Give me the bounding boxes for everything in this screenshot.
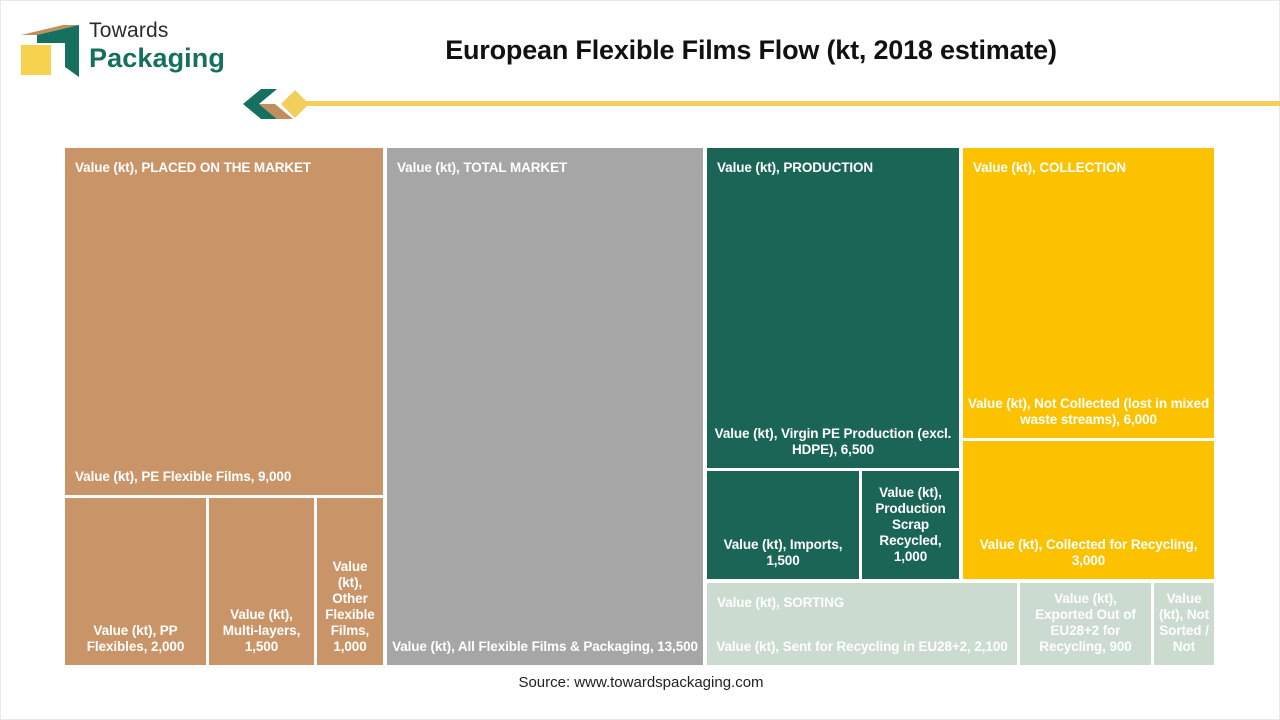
treemap-chart: Value (kt), PLACED ON THE MARKET Value (… (65, 148, 1214, 665)
treemap-group-gap (959, 148, 963, 579)
logo-line-towards: Towards (89, 19, 169, 42)
treemap-separator (707, 468, 959, 471)
treemap-cell-total-market[interactable]: Value (kt), TOTAL MARKET Value (kt), All… (387, 148, 703, 665)
treemap-cell-not-collected[interactable]: Value (kt), Not Collected (lost in mixed… (963, 388, 1214, 438)
treemap-separator (1151, 583, 1154, 665)
treemap-label-sent-for-recycling: Value (kt), Sent for Recycling in EU28+2… (716, 639, 1008, 654)
decorative-divider (241, 87, 1280, 121)
treemap-label-not-collected: Value (kt), Not Collected (lost in mixed… (967, 396, 1210, 427)
divider-rule (293, 101, 1280, 106)
treemap-cell-pp-flexibles[interactable]: Value (kt), PP Flexibles, 2,000 (65, 498, 206, 665)
brand-logo: Towards Packaging (19, 19, 231, 83)
treemap-group-gap (707, 579, 1214, 583)
treemap-separator (859, 471, 862, 579)
logo-wordmark: Towards Packaging (89, 19, 239, 79)
treemap-separator (963, 438, 1214, 441)
treemap-label-virgin-pe-production: Value (kt), Virgin PE Production (excl. … (714, 426, 952, 457)
treemap-separator (1017, 583, 1020, 665)
treemap-cell-production-scrap-recycled[interactable]: Value (kt), Production Scrap Recycled, 1… (862, 471, 959, 579)
treemap-label-pp-flexibles: Value (kt), PP Flexibles, 2,000 (86, 623, 185, 654)
treemap-label-total-market: Value (kt), TOTAL MARKET (397, 160, 568, 175)
treemap-cell-other-flexible-films[interactable]: Value (kt), Other Flexible Films, 1,000 (317, 498, 383, 665)
treemap-separator (314, 498, 317, 665)
treemap-label-placed-on-the-market: Value (kt), PLACED ON THE MARKET (75, 160, 312, 175)
treemap-label-production: Value (kt), PRODUCTION (717, 160, 874, 175)
treemap-label-imports: Value (kt), Imports, 1,500 (723, 537, 843, 568)
treemap-cell-multi-layers[interactable]: Value (kt), Multi-layers, 1,500 (209, 498, 314, 665)
treemap-group-gap (383, 148, 387, 665)
treemap-separator (206, 498, 209, 665)
logo-cube-icon (19, 23, 81, 79)
treemap-group-gap (703, 148, 707, 665)
page-title: European Flexible Films Flow (kt, 2018 e… (445, 35, 1057, 65)
treemap-cell-pe-flexible-films[interactable]: Value (kt), PE Flexible Films, 9,000 (65, 463, 383, 495)
treemap-cell-placed-on-the-market[interactable]: Value (kt), PLACED ON THE MARKET (65, 148, 383, 492)
treemap-cell-sorting[interactable]: Value (kt), SORTING Value (kt), Sent for… (707, 583, 1017, 665)
treemap-label-collection: Value (kt), COLLECTION (973, 160, 1127, 175)
treemap-separator (65, 495, 383, 498)
treemap-cell-not-sorted[interactable]: Value (kt), Not Sorted / Not (1154, 583, 1214, 665)
source-note: Source: www.towardspackaging.com (518, 674, 764, 691)
treemap-label-other-flexible-films: Value (kt), Other Flexible Films, 1,000 (325, 559, 375, 654)
logo-line-packaging: Packaging (89, 43, 225, 73)
treemap-label-pe-flexible-films: Value (kt), PE Flexible Films, 9,000 (75, 469, 292, 484)
treemap-label-not-sorted: Value (kt), Not Sorted / Not (1158, 591, 1210, 654)
treemap-label-production-scrap-recycled: Value (kt), Production Scrap Recycled, 1… (875, 485, 946, 564)
treemap-cell-exported-out-of-eu[interactable]: Value (kt), Exported Out of EU28+2 for R… (1020, 583, 1151, 665)
treemap-label-collected-for-recycling: Value (kt), Collected for Recycling, 3,0… (979, 537, 1198, 568)
treemap-label-all-flexible-films-packaging: Value (kt), All Flexible Films & Packagi… (392, 639, 698, 654)
treemap-label-exported-out-of-eu: Value (kt), Exported Out of EU28+2 for R… (1035, 591, 1136, 654)
treemap-cell-collected-for-recycling[interactable]: Value (kt), Collected for Recycling, 3,0… (963, 441, 1214, 579)
treemap-label-sorting: Value (kt), SORTING (717, 595, 845, 610)
treemap-cell-imports[interactable]: Value (kt), Imports, 1,500 (707, 471, 859, 579)
treemap-cell-virgin-pe-production[interactable]: Value (kt), Virgin PE Production (excl. … (707, 403, 959, 468)
treemap-label-multi-layers: Value (kt), Multi-layers, 1,500 (222, 607, 301, 654)
